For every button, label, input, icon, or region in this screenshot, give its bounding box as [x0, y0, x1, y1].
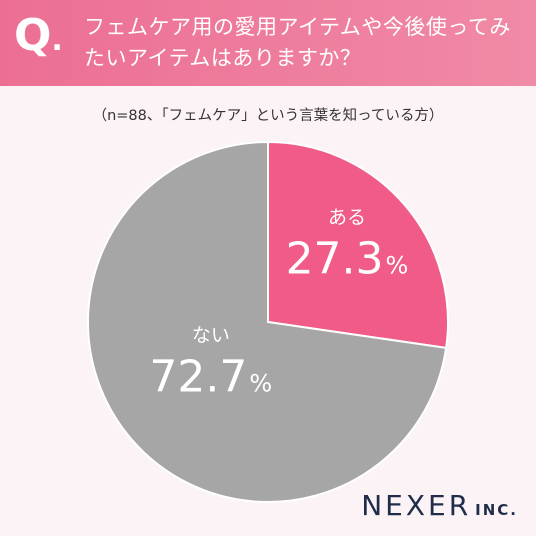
sample-note: （n=88、「フェムケア」という言葉を知っている方） — [92, 108, 444, 124]
slice-label-no: ない — [192, 324, 230, 346]
company-logo: NEXER INC. — [361, 489, 518, 522]
pie-slice-no — [87, 140, 448, 503]
question-mark: Q. — [14, 10, 63, 61]
question-header: Q. フェムケア用の愛用アイテムや今後使ってみたいアイテムはありますか？ — [0, 0, 536, 86]
slice-label-yes: ある — [328, 207, 366, 229]
question-text: フェムケア用の愛用アイテムや今後使ってみたいアイテムはありますか？ — [84, 15, 511, 70]
slice-value-no: 72.7% — [149, 351, 272, 402]
slice-value-yes: 27.3% — [286, 234, 409, 285]
pie-slice-yes — [267, 140, 449, 350]
